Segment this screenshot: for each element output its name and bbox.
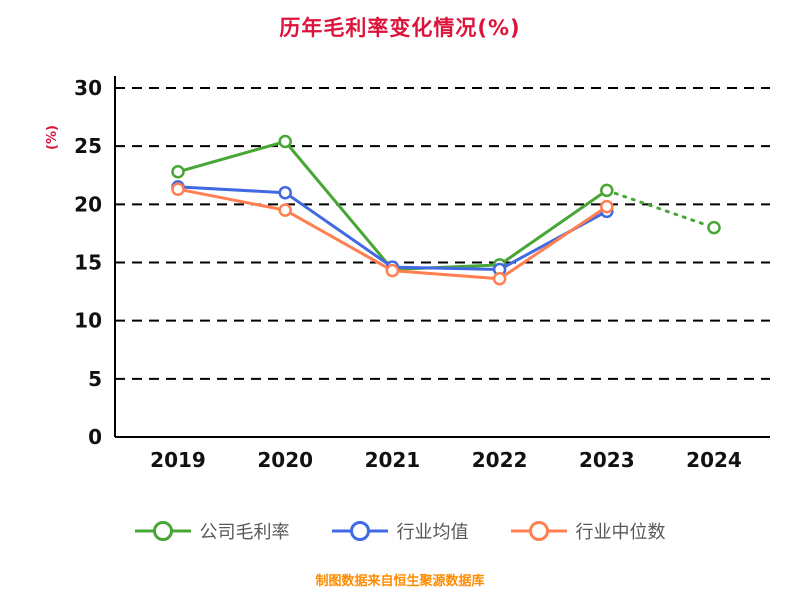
data-point-marker: [600, 183, 614, 198]
legend-label: 行业中位数: [575, 522, 666, 543]
series-segment: [283, 208, 394, 273]
data-point-marker: [492, 272, 507, 286]
x-tick-label: 2021: [365, 448, 421, 472]
x-tick-label: 2023: [579, 448, 635, 472]
y-tick-label: 10: [74, 309, 102, 333]
series-segment: [390, 265, 502, 271]
data-point-marker: [385, 263, 400, 278]
y-tick-label: 15: [74, 251, 102, 275]
y-tick-label: 30: [74, 76, 102, 100]
x-tick-label: 2019: [150, 448, 206, 472]
legend-item-1: 行业均值: [331, 518, 469, 544]
data-point-marker: [171, 182, 185, 196]
legend-label: 行业均值: [396, 522, 469, 543]
series-segment: [498, 209, 609, 271]
y-tick-label: 25: [74, 134, 102, 158]
legend-marker-icon: [331, 521, 388, 541]
data-point-marker: [278, 134, 292, 149]
series-segment: [605, 188, 716, 230]
legend-item-2: 行业中位数: [510, 518, 666, 544]
x-tick-label: 2022: [472, 448, 528, 472]
series-segment: [176, 140, 287, 174]
legend-marker-icon: [510, 521, 567, 541]
y-tick-label: 5: [88, 367, 102, 391]
x-tick-label: 2020: [257, 448, 313, 472]
data-point-marker: [278, 185, 292, 200]
legend-label: 公司毛利率: [199, 522, 290, 543]
data-point-marker: [707, 220, 721, 235]
data-point-marker: [278, 203, 292, 217]
series-segment: [176, 185, 287, 195]
data-source-note: 制图数据来自恒生聚源数据库: [315, 574, 485, 589]
chart-legend: 公司毛利率 行业均值 行业中位数: [0, 518, 800, 544]
data-point-marker: [600, 199, 614, 214]
data-point-marker: [171, 165, 185, 179]
x-tick-label: 2024: [686, 448, 742, 472]
series-segment: [390, 269, 502, 281]
series-segment: [283, 191, 394, 269]
series-segment: [498, 205, 609, 281]
series-segment: [283, 140, 394, 271]
legend-marker-icon: [134, 521, 191, 541]
series-segment: [176, 187, 287, 212]
y-tick-label: 0: [88, 425, 102, 449]
y-tick-label: 20: [74, 192, 102, 216]
series-segment: [498, 188, 609, 267]
chart-title: 历年毛利率变化情况(%): [279, 16, 521, 40]
legend-item-0: 公司毛利率: [134, 518, 290, 544]
